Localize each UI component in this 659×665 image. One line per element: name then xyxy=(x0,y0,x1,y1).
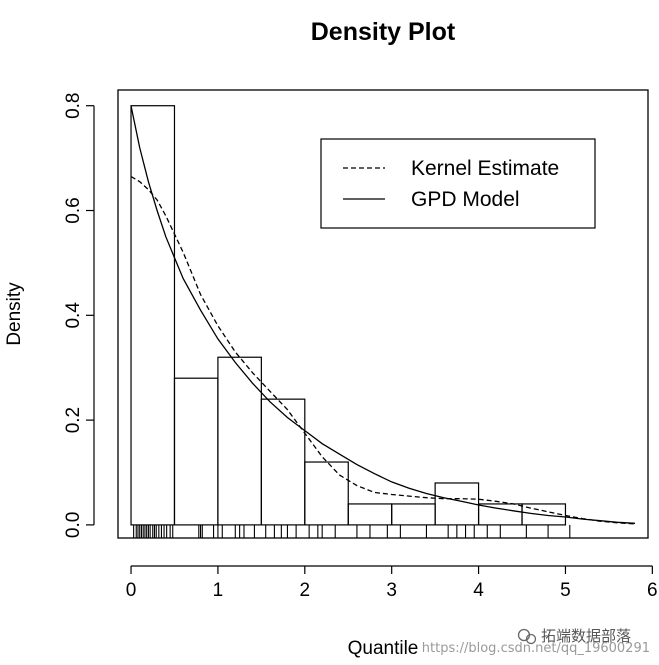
y-tick-label: 0.4 xyxy=(63,302,84,329)
gpd-model-line xyxy=(130,105,636,524)
chart-title: Density Plot xyxy=(311,18,456,46)
density-curves xyxy=(130,105,636,525)
x-tick-label: 5 xyxy=(560,580,571,601)
legend-label: GPD Model xyxy=(411,188,520,211)
x-tick-label: 4 xyxy=(473,580,484,601)
legend-label: Kernel Estimate xyxy=(411,157,559,180)
x-tick-label: 2 xyxy=(300,580,311,601)
legend-box xyxy=(320,138,596,229)
histogram-bar xyxy=(130,105,176,526)
y-axis: 0.0 0.2 0.4 0.6 0.8 xyxy=(63,93,95,538)
y-tick-label: 0.2 xyxy=(63,407,84,433)
x-axis-label: Quantile xyxy=(348,638,419,659)
y-tick-label: 0.0 xyxy=(63,512,84,538)
legend: Kernel Estimate GPD Model xyxy=(320,138,596,229)
y-axis-label: Density xyxy=(4,282,25,346)
watermark-brand: 拓端数据部落 xyxy=(541,627,631,645)
x-tick-label: 1 xyxy=(213,580,224,601)
x-axis: 0 1 2 3 4 5 6 xyxy=(126,565,658,601)
x-tick-label: 3 xyxy=(386,580,397,601)
watermark-url: https://blog.csdn.net/qq_19600291 xyxy=(422,641,650,656)
wechat-icon xyxy=(517,628,537,645)
plot-frame xyxy=(117,89,649,539)
x-tick-label: 0 xyxy=(126,580,137,601)
histogram-bar xyxy=(260,398,306,526)
histogram-bar xyxy=(173,377,219,526)
y-tick-label: 0.6 xyxy=(63,197,84,223)
kernel-estimate-line xyxy=(130,175,636,525)
x-tick-label: 6 xyxy=(647,580,658,601)
histogram-bar xyxy=(347,503,393,526)
histogram-bar xyxy=(477,503,523,526)
histogram-bar xyxy=(304,461,349,526)
histogram-bar xyxy=(521,503,567,526)
y-tick-label: 0.8 xyxy=(63,93,84,119)
histogram-bar xyxy=(391,503,436,526)
histogram-bar xyxy=(217,356,262,526)
watermark: https://blog.csdn.net/qq_19600291 拓端数据部落 xyxy=(422,627,650,656)
rug-marks xyxy=(133,524,571,538)
